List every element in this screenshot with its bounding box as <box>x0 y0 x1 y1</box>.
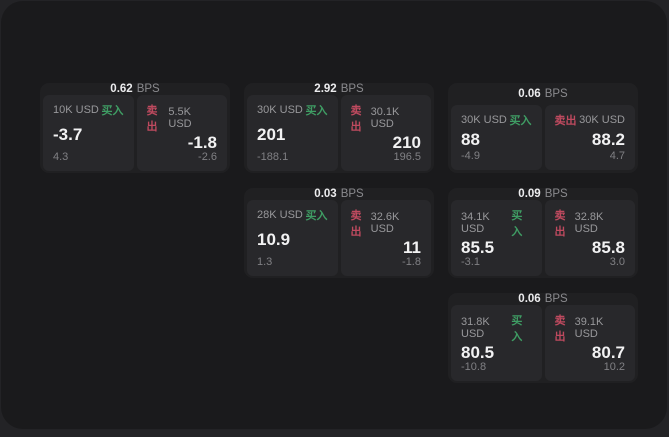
spread-value: 0.09 <box>518 188 540 200</box>
sell-delta: 196.5 <box>351 151 422 163</box>
buy-quote-panel[interactable]: 30K USD 买入 201 -188.1 <box>247 95 338 171</box>
spread-unit: BPS <box>545 88 568 100</box>
buy-delta: -10.8 <box>461 361 532 373</box>
sell-quote-panel[interactable]: 卖出 5.5K USD -1.8 -2.6 <box>137 95 228 171</box>
spread-unit: BPS <box>137 83 160 95</box>
buy-quote-panel[interactable]: 30K USD 买入 88 -4.9 <box>451 105 542 170</box>
sell-size-label: 32.6K USD <box>371 211 421 235</box>
sell-quote-panel[interactable]: 卖出 32.6K USD 11 -1.8 <box>341 200 432 276</box>
quote-panels: 28K USD 买入 10.9 1.3 卖出 32.6K USD 11 -1.8 <box>247 200 431 276</box>
sell-size-label: 32.8K USD <box>575 211 625 235</box>
sell-delta: 3.0 <box>555 256 626 268</box>
buy-price: 10.9 <box>257 231 328 248</box>
quote-card: 2.92 BPS 30K USD 买入 201 -188.1 卖出 30.1K … <box>244 83 434 173</box>
spread-unit: BPS <box>341 83 364 95</box>
quote-panels: 34.1K USD 买入 85.5 -3.1 卖出 32.8K USD 85.8… <box>451 200 635 276</box>
spread-value: 0.06 <box>518 293 540 305</box>
buy-quote-panel[interactable]: 28K USD 买入 10.9 1.3 <box>247 200 338 276</box>
spread-header: 0.03 BPS <box>247 188 431 200</box>
spread-value: 2.92 <box>314 83 336 95</box>
sell-quote-panel[interactable]: 卖出 32.8K USD 85.8 3.0 <box>545 200 636 276</box>
buy-price: 85.5 <box>461 239 532 256</box>
buy-side-tag: 买入 <box>511 312 531 344</box>
spread-header: 0.06 BPS <box>451 83 635 105</box>
buy-price: 88 <box>461 131 532 148</box>
sell-price: 85.8 <box>555 239 626 256</box>
spread-unit: BPS <box>341 188 364 200</box>
sell-side-tag: 卖出 <box>555 112 577 128</box>
sell-delta: 10.2 <box>555 361 626 373</box>
sell-delta: -1.8 <box>351 256 422 268</box>
quote-panels: 30K USD 买入 201 -188.1 卖出 30.1K USD 210 1… <box>247 95 431 171</box>
sell-side-tag: 卖出 <box>147 102 169 134</box>
buy-delta: 4.3 <box>53 151 124 163</box>
buy-side-tag: 买入 <box>510 112 532 128</box>
buy-side-tag: 买入 <box>511 207 531 239</box>
buy-price: 201 <box>257 126 328 143</box>
quote-card: 0.09 BPS 34.1K USD 买入 85.5 -3.1 卖出 32.8K… <box>448 188 638 278</box>
quote-card: 0.06 BPS 31.8K USD 买入 80.5 -10.8 卖出 39.1… <box>448 293 638 383</box>
buy-size-label: 10K USD <box>53 104 99 116</box>
sell-side-tag: 卖出 <box>351 102 371 134</box>
buy-delta: -188.1 <box>257 151 328 163</box>
buy-quote-panel[interactable]: 10K USD 买入 -3.7 4.3 <box>43 95 134 171</box>
spread-header: 0.62 BPS <box>43 83 227 95</box>
quote-card: 0.06 BPS 30K USD 买入 88 -4.9 卖出 30K USD 8… <box>448 83 638 173</box>
spread-value: 0.03 <box>314 188 336 200</box>
sell-size-label: 39.1K USD <box>575 316 625 340</box>
sell-side-tag: 卖出 <box>555 207 575 239</box>
buy-side-tag: 买入 <box>102 102 124 118</box>
sell-quote-panel[interactable]: 卖出 39.1K USD 80.7 10.2 <box>545 305 636 381</box>
spread-header: 0.09 BPS <box>451 188 635 200</box>
buy-size-label: 34.1K USD <box>461 211 511 235</box>
sell-price: 80.7 <box>555 344 626 361</box>
sell-side-tag: 卖出 <box>555 312 575 344</box>
spread-header: 2.92 BPS <box>247 83 431 95</box>
buy-size-label: 31.8K USD <box>461 316 511 340</box>
sell-price: 11 <box>351 239 422 256</box>
sell-quote-panel[interactable]: 卖出 30K USD 88.2 4.7 <box>545 105 636 170</box>
spread-unit: BPS <box>545 188 568 200</box>
sell-size-label: 5.5K USD <box>168 106 217 130</box>
buy-quote-panel[interactable]: 31.8K USD 买入 80.5 -10.8 <box>451 305 542 381</box>
buy-size-label: 30K USD <box>257 104 303 116</box>
quote-panels: 31.8K USD 买入 80.5 -10.8 卖出 39.1K USD 80.… <box>451 305 635 381</box>
sell-price: 210 <box>351 134 422 151</box>
sell-delta: -2.6 <box>147 151 218 163</box>
buy-side-tag: 买入 <box>306 102 328 118</box>
quote-card: 0.62 BPS 10K USD 买入 -3.7 4.3 卖出 5.5K USD… <box>40 83 230 173</box>
buy-quote-panel[interactable]: 34.1K USD 买入 85.5 -3.1 <box>451 200 542 276</box>
buy-delta: -3.1 <box>461 256 532 268</box>
quote-panels: 30K USD 买入 88 -4.9 卖出 30K USD 88.2 4.7 <box>451 105 635 170</box>
quote-card-grid: 0.62 BPS 10K USD 买入 -3.7 4.3 卖出 5.5K USD… <box>40 83 638 383</box>
sell-size-label: 30.1K USD <box>371 106 421 130</box>
sell-price: -1.8 <box>147 134 218 151</box>
buy-price: -3.7 <box>53 126 124 143</box>
spread-value: 0.62 <box>110 83 132 95</box>
quote-card: 0.03 BPS 28K USD 买入 10.9 1.3 卖出 32.6K US… <box>244 188 434 278</box>
spread-header: 0.06 BPS <box>451 293 635 305</box>
buy-delta: 1.3 <box>257 256 328 268</box>
sell-price: 88.2 <box>555 131 626 148</box>
buy-delta: -4.9 <box>461 150 532 162</box>
sell-delta: 4.7 <box>555 150 626 162</box>
quote-panels: 10K USD 买入 -3.7 4.3 卖出 5.5K USD -1.8 -2.… <box>43 95 227 171</box>
buy-size-label: 28K USD <box>257 209 303 221</box>
sell-size-label: 30K USD <box>579 114 625 126</box>
buy-side-tag: 买入 <box>306 207 328 223</box>
sell-side-tag: 卖出 <box>351 207 371 239</box>
spread-unit: BPS <box>545 293 568 305</box>
buy-price: 80.5 <box>461 344 532 361</box>
buy-size-label: 30K USD <box>461 114 507 126</box>
spread-value: 0.06 <box>518 88 540 100</box>
sell-quote-panel[interactable]: 卖出 30.1K USD 210 196.5 <box>341 95 432 171</box>
